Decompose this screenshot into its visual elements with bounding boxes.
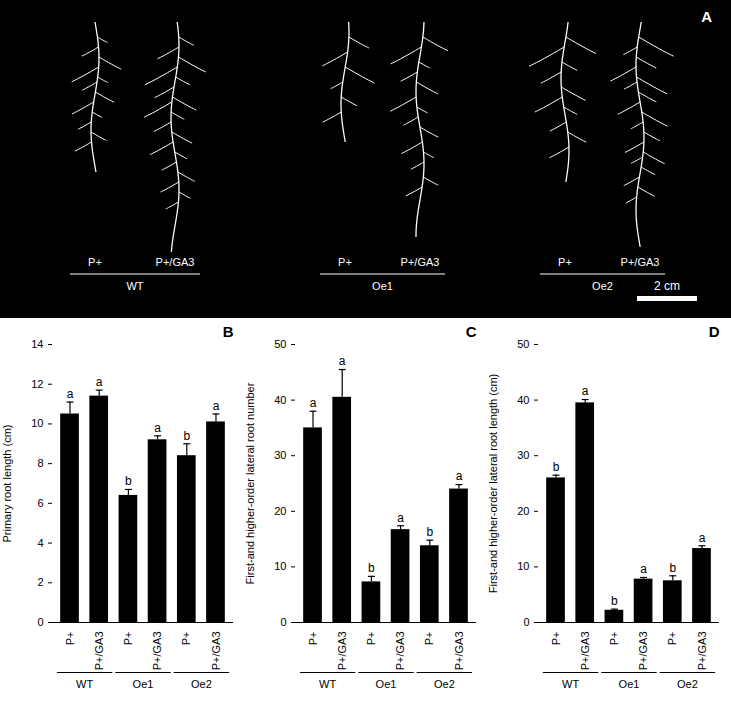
svg-text:20: 20 <box>517 505 529 517</box>
svg-text:D: D <box>709 323 720 340</box>
svg-text:P+/GA3: P+/GA3 <box>453 632 465 671</box>
svg-text:WT: WT <box>319 678 336 690</box>
svg-text:a: a <box>397 511 404 525</box>
svg-text:a: a <box>213 399 220 413</box>
svg-text:WT: WT <box>562 678 579 690</box>
svg-text:b: b <box>183 429 190 443</box>
svg-text:P+/GA3: P+/GA3 <box>151 632 163 671</box>
svg-text:Oe2: Oe2 <box>434 678 455 690</box>
svg-text:P+: P+ <box>88 256 102 268</box>
svg-text:0: 0 <box>37 616 43 628</box>
svg-text:b: b <box>125 474 132 488</box>
svg-text:6: 6 <box>37 497 43 509</box>
svg-text:20: 20 <box>274 505 286 517</box>
svg-text:P+: P+ <box>180 632 192 646</box>
svg-text:P+: P+ <box>550 632 562 646</box>
svg-text:4: 4 <box>37 537 43 549</box>
svg-text:b: b <box>368 561 375 575</box>
svg-text:12: 12 <box>31 378 43 390</box>
svg-text:P+: P+ <box>307 632 319 646</box>
svg-text:P+: P+ <box>666 632 678 646</box>
svg-text:P+/GA3: P+/GA3 <box>156 256 195 268</box>
svg-text:P+: P+ <box>122 632 134 646</box>
svg-text:P+/GA3: P+/GA3 <box>210 632 222 671</box>
svg-text:WT: WT <box>126 280 143 292</box>
svg-text:8: 8 <box>37 457 43 469</box>
svg-text:10: 10 <box>274 560 286 572</box>
svg-text:C: C <box>466 323 477 340</box>
svg-text:a: a <box>310 396 317 410</box>
svg-text:P+/GA3: P+/GA3 <box>401 256 440 268</box>
svg-text:a: a <box>640 562 647 576</box>
svg-text:b: b <box>426 525 433 539</box>
svg-text:Oe1: Oe1 <box>619 678 640 690</box>
svg-text:0: 0 <box>280 616 286 628</box>
svg-text:10: 10 <box>517 560 529 572</box>
svg-text:B: B <box>223 323 234 340</box>
svg-text:Oe2: Oe2 <box>677 678 698 690</box>
svg-text:First-and higher-order lateral: First-and higher-order lateral root leng… <box>487 374 499 593</box>
svg-text:P+: P+ <box>423 632 435 646</box>
svg-text:a: a <box>154 421 161 435</box>
svg-text:Oe2: Oe2 <box>191 678 212 690</box>
svg-text:P+/GA3: P+/GA3 <box>394 632 406 671</box>
svg-text:P+: P+ <box>365 632 377 646</box>
svg-text:P+/GA3: P+/GA3 <box>637 632 649 671</box>
svg-text:a: a <box>67 387 74 401</box>
svg-text:a: a <box>582 384 589 398</box>
svg-text:P+/GA3: P+/GA3 <box>579 632 591 671</box>
svg-text:P+/GA3: P+/GA3 <box>93 632 105 671</box>
svg-text:Oe2: Oe2 <box>592 280 613 292</box>
svg-text:WT: WT <box>76 678 93 690</box>
svg-text:P+/GA3: P+/GA3 <box>621 256 660 268</box>
svg-text:2: 2 <box>37 576 43 588</box>
svg-text:Oe1: Oe1 <box>376 678 397 690</box>
svg-text:P+: P+ <box>64 632 76 646</box>
svg-text:a: a <box>456 469 463 483</box>
svg-text:a: a <box>96 375 103 389</box>
svg-text:14: 14 <box>31 338 43 350</box>
svg-text:10: 10 <box>31 417 43 429</box>
svg-text:30: 30 <box>517 449 529 461</box>
svg-text:P+/GA3: P+/GA3 <box>696 632 708 671</box>
svg-text:a: a <box>339 354 346 368</box>
svg-text:P+: P+ <box>608 632 620 646</box>
svg-text:P+: P+ <box>338 256 352 268</box>
svg-text:50: 50 <box>517 338 529 350</box>
svg-text:2 cm: 2 cm <box>654 279 680 293</box>
svg-text:First-and higher-order lateral: First-and higher-order lateral root numb… <box>244 382 256 584</box>
svg-text:40: 40 <box>274 394 286 406</box>
svg-text:Oe1: Oe1 <box>372 280 393 292</box>
svg-text:a: a <box>699 531 706 545</box>
svg-text:P+/GA3: P+/GA3 <box>336 632 348 671</box>
svg-text:b: b <box>553 460 560 474</box>
svg-text:Primary root length (cm): Primary root length (cm) <box>1 425 13 543</box>
svg-text:50: 50 <box>274 338 286 350</box>
svg-text:b: b <box>669 561 676 575</box>
svg-text:P+: P+ <box>558 256 572 268</box>
svg-text:A: A <box>701 8 712 25</box>
svg-text:Oe1: Oe1 <box>133 678 154 690</box>
svg-text:40: 40 <box>517 394 529 406</box>
svg-text:30: 30 <box>274 449 286 461</box>
svg-text:b: b <box>611 594 618 608</box>
svg-text:0: 0 <box>523 616 529 628</box>
